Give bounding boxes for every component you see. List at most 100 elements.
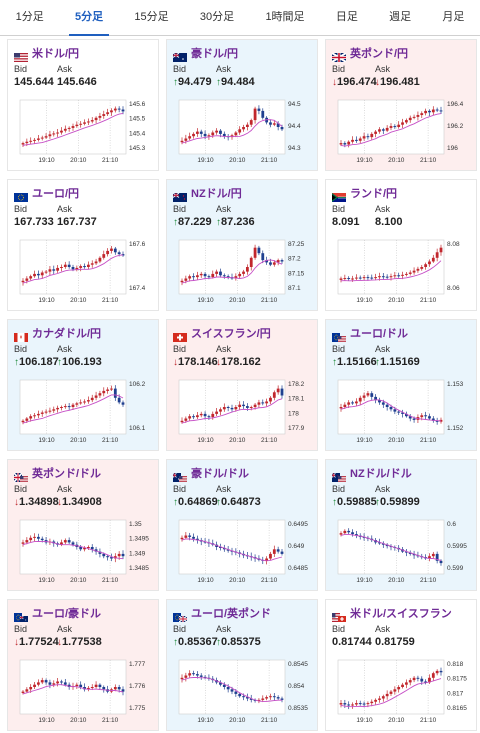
candlestick-chart: 0.6495 0.649 0.6485 19:10 20:10 21:10 [173,514,313,588]
currency-pair-link[interactable]: ユーロ/円 [32,188,80,200]
candle-body [79,402,83,404]
rate-card-eur-aud[interactable]: ユーロ/豪ドル Bid Ask ↓1.77524↓1.77538 1.777 1.776 1… [7,599,159,731]
ask-number: 167.737 [57,216,97,228]
tab-7[interactable]: 週足 [389,11,412,23]
y-tick-label: 0.649 [288,543,305,550]
rate-card-nzd-usd[interactable]: NZドル/ドル Bid Ask ↑0.59885↑0.59899 0.6 0.5995 0.… [325,459,477,591]
candle-body [257,402,261,405]
currency-pair-link[interactable]: カナダドル/円 [32,328,102,340]
rate-card-aud-jpy[interactable]: 豪ドル/円 Bid Ask ↑94.479 ↑94.484 94.5 94.4 94.3 19:… [166,39,318,171]
tab-8[interactable]: 月足 [442,11,465,23]
rate-card-usd-jpy[interactable]: 米ドル/円 Bid Ask 145.644 145.646 145.6 145.5 145.4… [7,39,159,171]
candle-body [389,691,393,694]
candle-body [272,696,276,698]
bid-value: ↓1.77524 [14,636,59,648]
currency-pair-link[interactable]: 豪ドル/円 [191,48,239,60]
candle-body [79,547,83,550]
rate-card-cad-jpy[interactable]: カナダドル/円 Bid Ask ↑106.187↑106.193 106.2 106.1 1… [7,319,159,451]
rate-card-gbp-usd[interactable]: 英ポンド/ドル Bid Ask ↓1.34898↓1.34908 1.35 1.3495 1… [7,459,159,591]
bid-value: 8.091 [332,216,375,228]
y-tick-label: 167.6 [129,241,146,248]
rate-card-gbp-jpy[interactable]: 英ポンド/円 Bid Ask ↓196.474↓196.481 196.4 196.2 19… [325,39,477,171]
bid-number: 0.81744 [332,636,372,648]
candle-body [75,124,79,127]
candle-body [435,109,439,111]
candle-body [203,133,207,137]
ask-value: ↓178.162 [216,356,261,368]
candle-body [366,277,370,279]
rate-card-aud-usd[interactable]: 豪ドル/ドル Bid Ask ↑0.64869↑0.64873 0.6495 0.649 0… [166,459,318,591]
candle-body [195,275,199,278]
candle-body [276,549,280,552]
candle-body [113,687,117,690]
rate-card-eur-jpy[interactable]: ユーロ/円 Bid Ask 167.733 167.737 167.6 167.4 19:10… [7,179,159,311]
candlestick-chart: 94.5 94.4 94.3 19:10 20:10 21:10 [173,94,313,168]
currency-pair-link[interactable]: 米ドル/円 [32,48,80,60]
candle-body [385,544,389,547]
rate-card-nzd-jpy[interactable]: NZドル/円 Bid Ask ↑87.229 ↑87.236 87.25 87.2 87.15… [166,179,318,311]
currency-pair-link[interactable]: 米ドル/スイスフラン [350,608,452,620]
currency-pair-link[interactable]: ユーロ/英ポンド [191,608,272,620]
candle-body [351,402,354,404]
rate-card-usd-chf[interactable]: 米ドル/スイスフラン Bid Ask 0.81744 0.81759 0.818 0.817… [325,599,477,731]
bid-number: 1.15166 [337,356,377,368]
candle-body [404,273,408,275]
candle-body [393,126,397,128]
tab-4[interactable]: 30分足 [199,11,235,23]
candle-body [117,397,121,403]
candle-body [249,257,253,267]
currency-pair-link[interactable]: 英ポンド/ドル [32,468,102,480]
rate-card-eur-gbp[interactable]: ユーロ/英ポンド Bid Ask ↑0.85367↑0.85375 0.8545 0.85… [166,599,318,731]
currency-pair-link[interactable]: NZドル/円 [191,188,242,200]
candle-body [63,128,67,131]
candle-body [238,129,242,133]
candle-body [71,126,75,128]
candle-body [203,413,207,417]
rate-card-eur-usd[interactable]: ユーロ/ドル Bid Ask ↑1.15166↑1.15169 1.153 1.152 19… [325,319,477,451]
candlestick-chart: 167.6 167.4 19:10 20:10 21:10 [14,234,154,308]
y-tick-label: 178 [288,410,299,417]
candle-body [412,553,416,556]
tab-6[interactable]: 日足 [335,11,358,23]
tab-5[interactable]: 1時間足 [265,11,305,23]
candle-body [79,266,83,268]
currency-pair-link[interactable]: 英ポンド/円 [350,48,409,60]
tab-3[interactable]: 15分足 [134,11,169,23]
currency-pair-link[interactable]: スイスフラン/円 [191,328,271,340]
currency-pair-link[interactable]: ランド/円 [350,188,398,200]
ask-number: 178.162 [221,356,261,368]
y-tick-label: 0.854 [288,683,305,690]
price-values: ↓1.77524↓1.77538 [14,636,102,648]
arrow-down-icon: ↓ [216,357,221,368]
currency-pair-link[interactable]: NZドル/ドル [350,468,412,480]
candle-body [188,276,192,279]
candle-body [83,122,86,124]
candle-body [374,277,378,279]
y-tick-label: 0.599 [447,565,464,572]
candle-body [106,112,110,115]
candle-body [211,413,215,418]
currency-pair-link[interactable]: ユーロ/豪ドル [32,608,102,620]
candle-body [397,275,401,277]
candle-body [242,404,245,407]
candle-body [226,687,230,690]
bid-label: Bid [173,344,187,354]
candle-body [33,273,36,277]
tab-1[interactable]: 1分足 [15,11,44,23]
currency-pair-link[interactable]: 豪ドル/ドル [191,468,250,480]
price-values: ↓196.474↓196.481 [332,76,420,88]
currency-pair-link[interactable]: ユーロ/ドル [350,328,409,340]
rate-card-chf-jpy[interactable]: スイスフラン/円 Bid Ask ↓178.146↓178.162 178.2 178.1… [166,319,318,451]
candle-body [261,698,265,700]
tab-2[interactable]: 5分足 [59,0,118,36]
candle-body [98,115,102,118]
flag-icon [14,329,28,342]
bid-value: 167.733 [14,216,57,228]
chart-svg: 0.6 0.5995 0.599 19:10 20:10 21:10 [337,519,467,584]
y-tick-label: 1.776 [129,683,146,690]
rate-card-zar-jpy[interactable]: ランド/円 Bid Ask 8.091 8.100 8.08 8.06 19:10 20:10 2… [325,179,477,311]
candle-body [276,123,280,127]
candle-body [381,402,385,405]
candlestick-chart: 1.35 1.3495 1.349 1.3485 19:10 20:10 21:10 [14,514,154,588]
candle-body [60,681,63,683]
